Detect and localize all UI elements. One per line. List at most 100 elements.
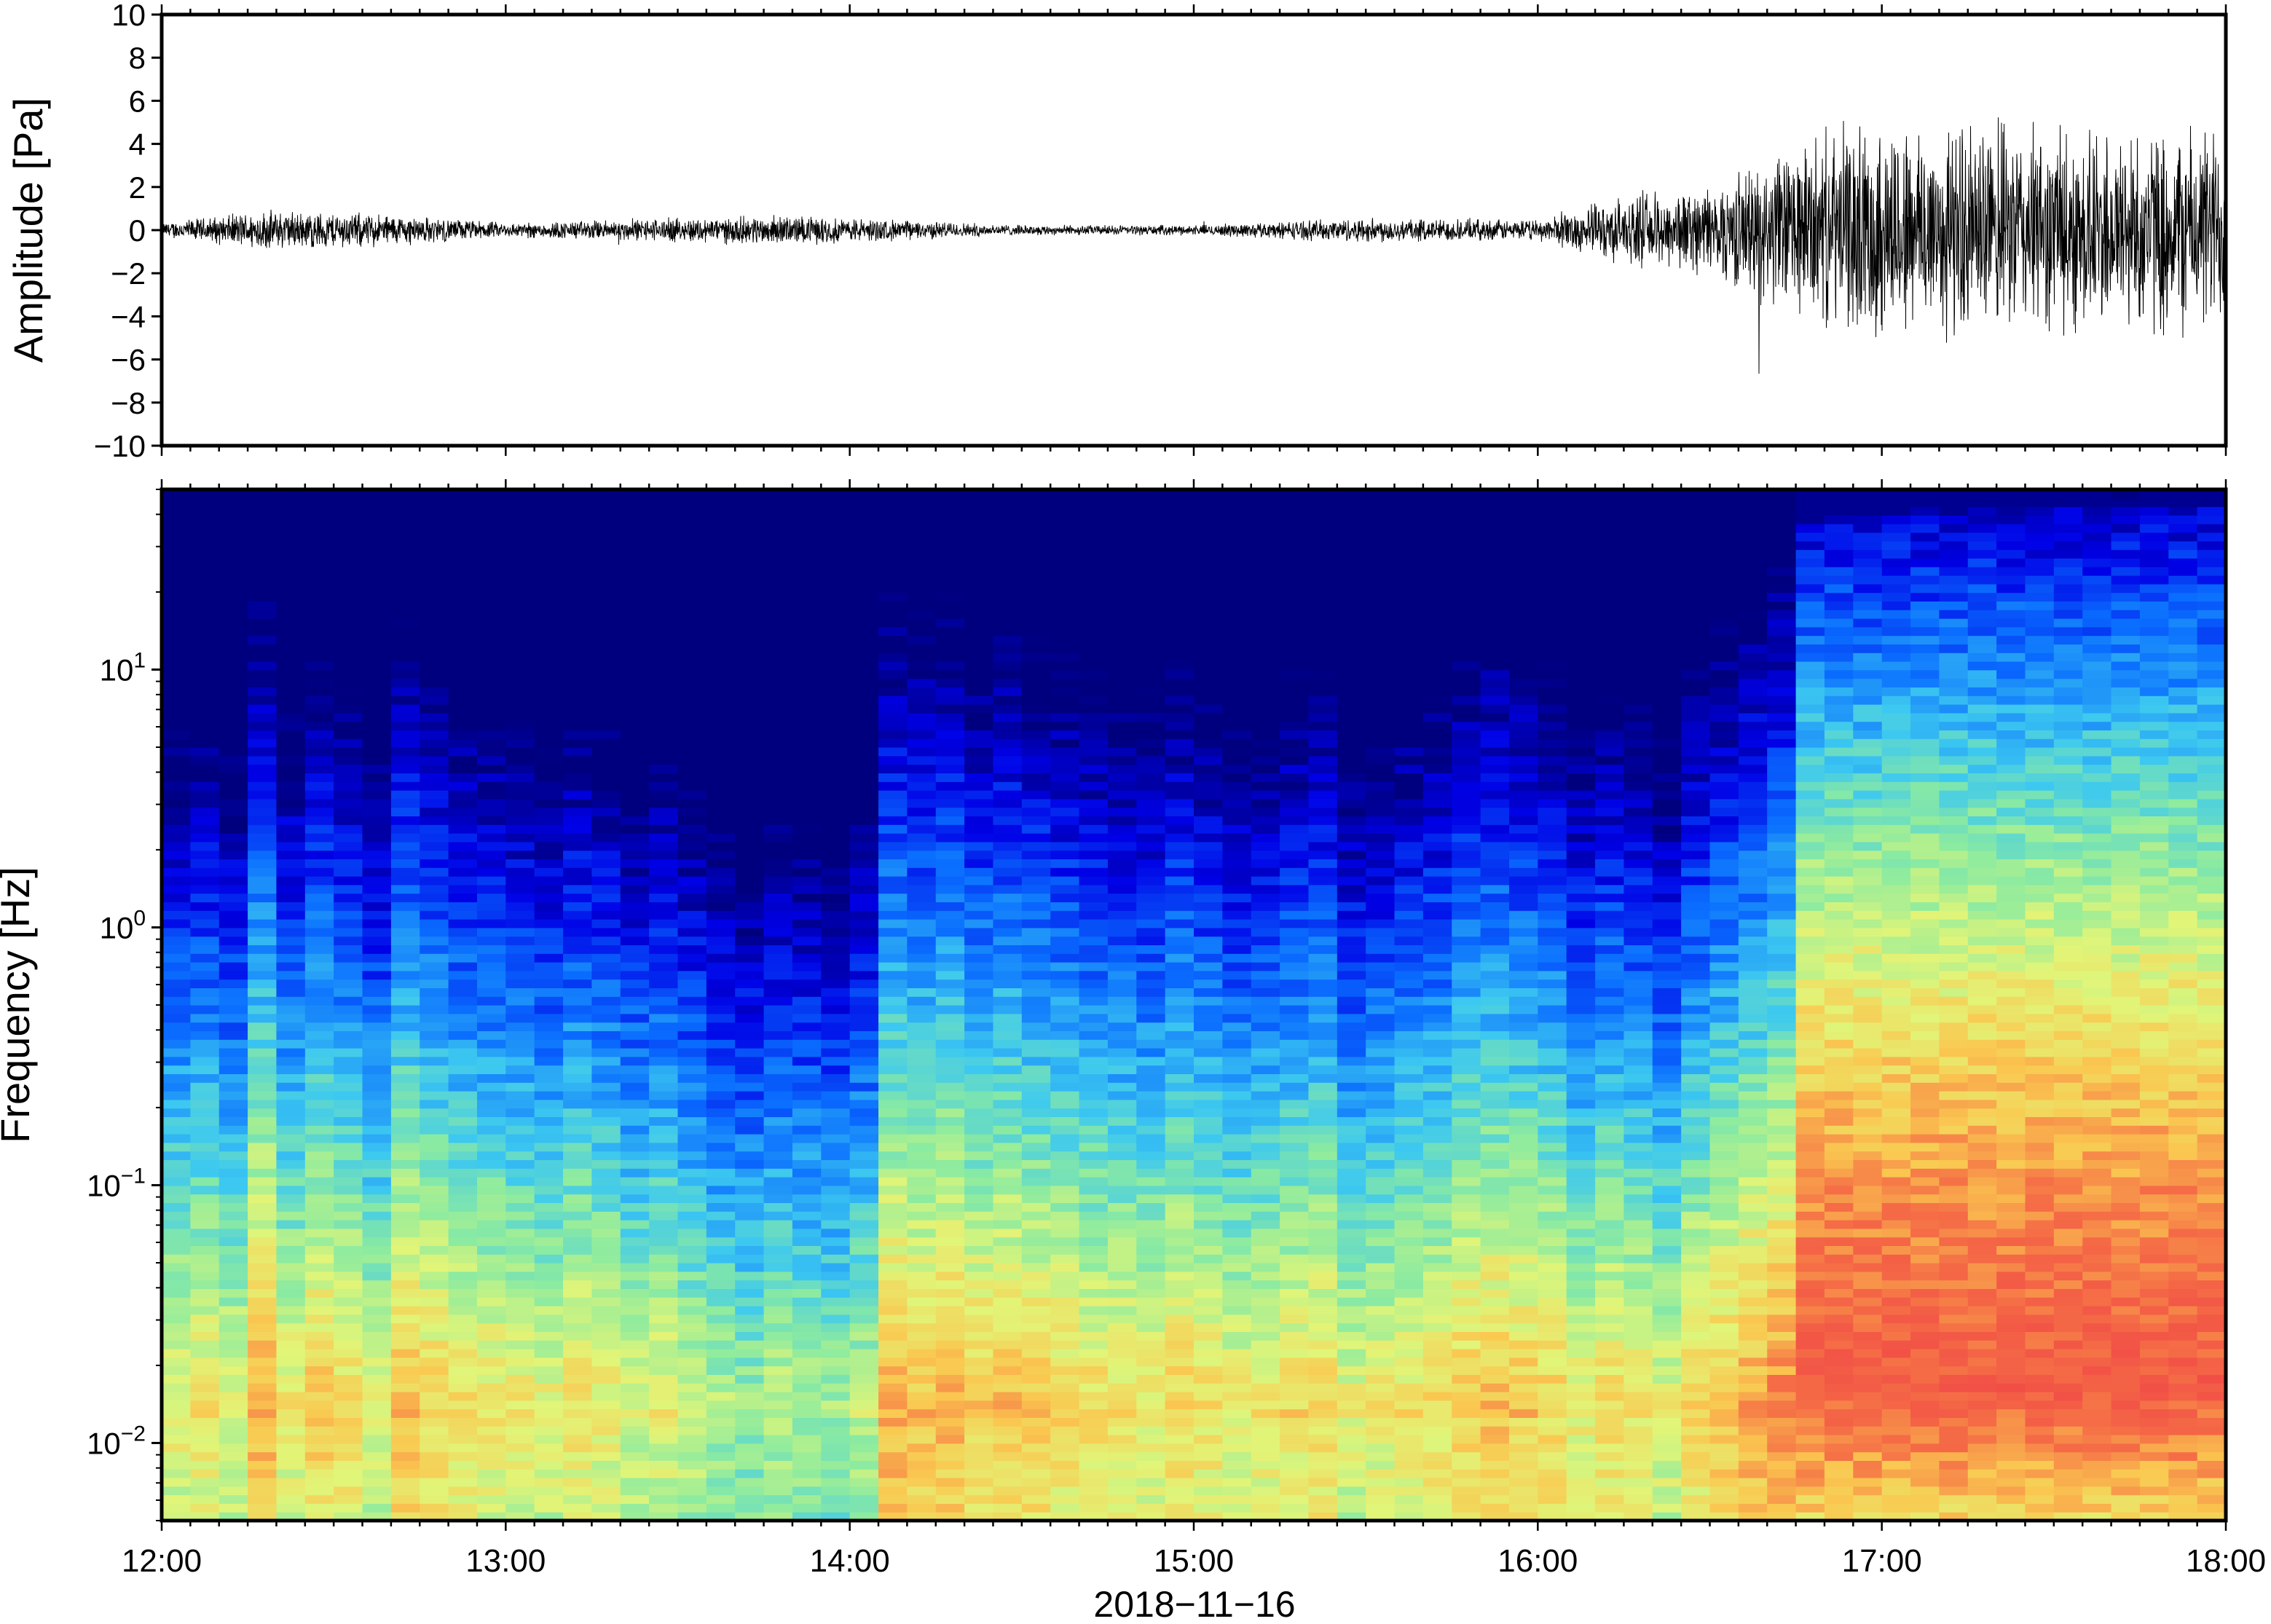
- spectrogram-cell: [1280, 962, 1310, 971]
- spectrogram-cell: [677, 833, 707, 843]
- spectrogram-cell: [1165, 1245, 1194, 1255]
- spectrogram-cell: [505, 661, 535, 671]
- spectrogram-cell: [276, 601, 306, 610]
- spectrogram-cell: [1222, 1185, 1252, 1195]
- spectrogram-cell: [1136, 859, 1166, 868]
- spectrogram-cell: [821, 1254, 851, 1264]
- spectrogram-cell: [821, 515, 851, 524]
- spectrogram-cell: [276, 1349, 306, 1358]
- spectrogram-cell: [1021, 1065, 1051, 1074]
- spectrogram-cell: [1136, 1486, 1166, 1496]
- spectrogram-cell: [878, 988, 908, 997]
- spectrogram-cell: [190, 816, 220, 825]
- spectrogram-cell: [248, 1142, 278, 1152]
- spectrogram-cell: [878, 1142, 908, 1152]
- spectrogram-cell: [591, 506, 621, 516]
- spectrogram-cell: [1222, 841, 1252, 851]
- spectrogram-cell: [1251, 747, 1280, 757]
- spectrogram-cell: [1251, 1091, 1280, 1100]
- spectrogram-cell: [849, 626, 879, 636]
- spectrogram-cell: [763, 1108, 793, 1117]
- spectrogram-cell: [448, 1091, 478, 1100]
- spectrogram-cell: [878, 927, 908, 937]
- spectrogram-cell: [763, 1323, 793, 1332]
- spectrogram-cell: [304, 1073, 334, 1083]
- spectrogram-cell: [476, 1271, 506, 1281]
- spectrogram-cell: [792, 695, 822, 705]
- spectrogram-cell: [935, 661, 965, 671]
- spectrogram-cell: [476, 859, 506, 868]
- spectrogram-cell: [1021, 1469, 1051, 1478]
- spectrogram-cell: [334, 1168, 363, 1178]
- spectrogram-cell: [1165, 1340, 1194, 1349]
- spectrogram-cell: [390, 1400, 420, 1410]
- spectrogram-cell: [276, 1142, 306, 1152]
- spectrogram-cell: [1021, 1202, 1051, 1212]
- spectrogram-cell: [763, 644, 793, 653]
- spectrogram-cell: [334, 1306, 363, 1315]
- spectrogram-cell: [563, 1125, 593, 1135]
- spectrogram-cell: [448, 661, 478, 671]
- spectrogram-cell: [1251, 1228, 1280, 1238]
- spectrogram-cell: [591, 1280, 621, 1289]
- spectrogram-cell: [190, 1280, 220, 1289]
- spectrogram-cell: [964, 1211, 994, 1221]
- spectrogram-cell: [849, 798, 879, 808]
- spectrogram-cell: [505, 1288, 535, 1298]
- spectrogram-cell: [620, 1478, 650, 1487]
- spectrogram-cell: [304, 549, 334, 559]
- spectrogram-cell: [334, 738, 363, 748]
- spectrogram-cell: [476, 653, 506, 662]
- spectrogram-cell: [1107, 988, 1137, 997]
- spectrogram-cell: [1079, 678, 1109, 687]
- spectrogram-cell: [935, 1451, 965, 1461]
- spectrogram-cell: [706, 1254, 736, 1264]
- spectrogram-cell: [907, 1073, 937, 1083]
- spectrogram-cell: [563, 1426, 593, 1435]
- spectrogram-cell: [821, 1443, 851, 1453]
- spectrogram-cell: [1136, 524, 1166, 533]
- spectrogram-cell: [390, 781, 420, 791]
- spectrogram-cell: [763, 610, 793, 619]
- spectrogram-cell: [162, 558, 191, 567]
- spectrogram-cell: [935, 1460, 965, 1470]
- spectrogram-cell: [390, 876, 420, 886]
- spectrogram-cell: [735, 953, 765, 963]
- spectrogram-cell: [1280, 1245, 1310, 1255]
- spectrogram-cell: [190, 601, 220, 610]
- spectrogram-cell: [1050, 755, 1080, 765]
- spectrogram-cell: [563, 695, 593, 705]
- spectrogram-cell: [935, 988, 965, 997]
- spectrogram-cell: [476, 1503, 506, 1513]
- spectrogram-cell: [1021, 1151, 1051, 1160]
- spectrogram-cell: [563, 1254, 593, 1264]
- spectrogram-cell: [362, 910, 392, 920]
- spectrogram-cell: [1021, 1263, 1051, 1272]
- spectrogram-cell: [878, 1056, 908, 1066]
- spectrogram-cell: [420, 927, 449, 937]
- spectrogram-cell: [334, 610, 363, 619]
- spectrogram-cell: [534, 807, 564, 816]
- spectrogram-cell: [1222, 884, 1252, 894]
- spectrogram-cell: [1194, 988, 1223, 997]
- spectrogram-cell: [448, 635, 478, 645]
- spectrogram-cell: [534, 540, 564, 551]
- spectrogram-cell: [476, 996, 506, 1006]
- spectrogram-cell: [620, 558, 650, 567]
- spectrogram-cell: [1050, 1245, 1080, 1255]
- spectrogram-cell: [1021, 910, 1051, 920]
- spectrogram-cell: [1251, 1237, 1280, 1246]
- spectrogram-cell: [1222, 910, 1252, 920]
- spectrogram-cell: [505, 558, 535, 567]
- spectrogram-cell: [476, 1185, 506, 1195]
- spectrogram-cell: [190, 1022, 220, 1031]
- spectrogram-cell: [792, 1194, 822, 1203]
- spectrogram-cell: [1136, 867, 1166, 877]
- spectrogram-cell: [476, 910, 506, 920]
- spectrogram-cell: [162, 833, 191, 843]
- spectrogram-cell: [1107, 1082, 1137, 1092]
- spectrogram-cell: [649, 1494, 679, 1504]
- spectrogram-cell: [534, 781, 564, 791]
- spectrogram-cell: [448, 1469, 478, 1478]
- spectrogram-cell: [304, 962, 334, 971]
